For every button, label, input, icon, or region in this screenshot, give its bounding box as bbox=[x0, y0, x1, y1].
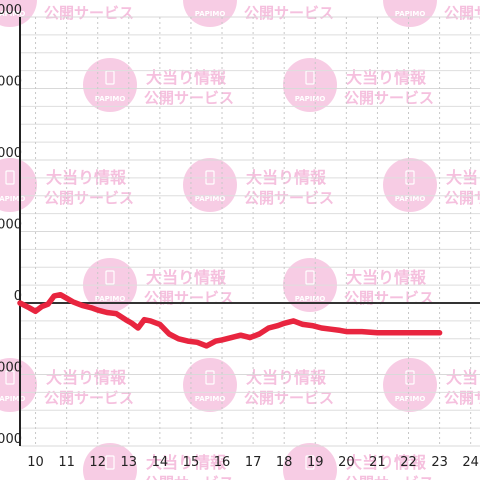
watermark-line1: 大当り情報 bbox=[146, 68, 227, 87]
watermark-logo-text: PAPIMO bbox=[0, 195, 25, 203]
watermark-logo-badge bbox=[383, 358, 437, 412]
watermark-logo-text: PAPIMO bbox=[295, 295, 326, 303]
watermark-line2: 公開サービス bbox=[344, 474, 434, 480]
series-line bbox=[17, 291, 443, 349]
watermark-logo-text: PAPIMO bbox=[95, 95, 126, 103]
x-tick-label: 22 bbox=[400, 455, 417, 470]
y-tick-label: 12,000 bbox=[0, 3, 22, 18]
x-tick-label: 11 bbox=[58, 455, 75, 470]
tick-labels: 12,000 9,000 6,000 3,000 0 -3,000 -6,000 10 11 12… bbox=[0, 3, 479, 470]
watermark-line1: 大当り情報 bbox=[246, 368, 327, 387]
watermark-logo-text: PAPIMO bbox=[295, 95, 326, 103]
y-tick-label: 6,000 bbox=[0, 146, 22, 161]
x-tick-label: 20 bbox=[338, 455, 355, 470]
watermark-line1: 大当り情報 bbox=[146, 268, 227, 287]
watermark-line1: 大当り情報 bbox=[46, 0, 127, 2]
watermark-line2: 公開サービス bbox=[144, 89, 234, 107]
watermark-line1: 大当り情報 bbox=[246, 0, 327, 2]
watermark-logo-badge bbox=[183, 0, 237, 27]
watermark-line2: 公開サービス bbox=[244, 389, 334, 407]
watermark-line2: 公開サービス bbox=[444, 4, 480, 22]
watermark-line2: 公開サービス bbox=[444, 389, 480, 407]
watermark-line1: 大当り情報 bbox=[346, 268, 427, 287]
watermark-logo-badge bbox=[283, 58, 337, 112]
watermark-logo-badge bbox=[83, 58, 137, 112]
watermark-logo-text: PAPIMO bbox=[395, 195, 426, 203]
x-tick-label: 12 bbox=[89, 455, 106, 470]
watermark-logo-text: PAPIMO bbox=[0, 395, 25, 403]
y-tick-label: 9,000 bbox=[0, 75, 22, 90]
watermark-line2: 公開サービス bbox=[244, 4, 334, 22]
phone-icon bbox=[405, 370, 415, 385]
watermark-logo-text: PAPIMO bbox=[195, 395, 226, 403]
x-tick-label: 24 bbox=[462, 455, 479, 470]
watermark-logo-text: PAPIMO bbox=[395, 395, 426, 403]
x-tick-label: 23 bbox=[431, 455, 448, 470]
chart-axes bbox=[19, 17, 480, 446]
watermark-logo-badge bbox=[0, 0, 37, 27]
watermark-line2: 公開サービス bbox=[344, 89, 434, 107]
x-tick-label: 18 bbox=[276, 455, 293, 470]
phone-icon bbox=[5, 170, 15, 185]
watermark-logo-badge bbox=[83, 443, 137, 480]
watermark-line2: 公開サービス bbox=[44, 4, 134, 22]
x-tick-label: 13 bbox=[121, 455, 138, 470]
watermark-line1: 大当り情報 bbox=[46, 368, 127, 387]
watermark-line1: 大当り情報 bbox=[346, 68, 427, 87]
watermark-logo-text: PAPIMO bbox=[395, 10, 426, 18]
phone-icon bbox=[105, 270, 115, 285]
y-tick-label: 3,000 bbox=[0, 218, 22, 233]
watermark-logo-badge bbox=[383, 0, 437, 27]
watermark-logo-text: PAPIMO bbox=[195, 10, 226, 18]
x-tick-label: 15 bbox=[183, 455, 200, 470]
x-tick-label: 17 bbox=[245, 455, 262, 470]
x-tick-label: 10 bbox=[27, 455, 44, 470]
watermark-line2: 公開サービス bbox=[444, 189, 480, 207]
watermark-logo-badge bbox=[283, 443, 337, 480]
watermark-line2: 公開サービス bbox=[244, 189, 334, 207]
watermark-logo-badge bbox=[183, 158, 237, 212]
watermark-logo-badge bbox=[183, 358, 237, 412]
phone-icon bbox=[5, 370, 15, 385]
phone-icon bbox=[205, 370, 215, 385]
watermark-line2: 公開サービス bbox=[144, 289, 234, 307]
phone-icon bbox=[305, 455, 315, 470]
watermark-logo-text: PAPIMO bbox=[195, 195, 226, 203]
phone-icon bbox=[105, 455, 115, 470]
watermark-line1: 大当り情報 bbox=[146, 453, 227, 472]
x-tick-label: 21 bbox=[369, 455, 386, 470]
watermark-line1: 大当り情報 bbox=[446, 0, 480, 2]
x-tick-label: 16 bbox=[214, 455, 231, 470]
watermark-line2: 公開サービス bbox=[344, 289, 434, 307]
series-layer bbox=[17, 291, 443, 349]
x-tick-label: 19 bbox=[307, 455, 324, 470]
y-tick-label: -6,000 bbox=[0, 432, 22, 447]
watermark-line1: 大当り情報 bbox=[446, 368, 480, 387]
watermark-logo-badge bbox=[383, 158, 437, 212]
watermark-line2: 公開サービス bbox=[44, 389, 134, 407]
watermark-line2: 公開サービス bbox=[144, 474, 234, 480]
watermark-logo-text: PAPIMO bbox=[0, 10, 25, 18]
watermark-logo-badge bbox=[0, 158, 37, 212]
watermark-line2: 公開サービス bbox=[44, 189, 134, 207]
watermark-line1: 大当り情報 bbox=[346, 453, 427, 472]
phone-icon bbox=[305, 270, 315, 285]
watermark-logo-text: PAPIMO bbox=[95, 295, 126, 303]
y-tick-label: -3,000 bbox=[0, 361, 22, 376]
y-tick-label: 0 bbox=[14, 289, 22, 304]
x-tick-label: 14 bbox=[152, 455, 169, 470]
